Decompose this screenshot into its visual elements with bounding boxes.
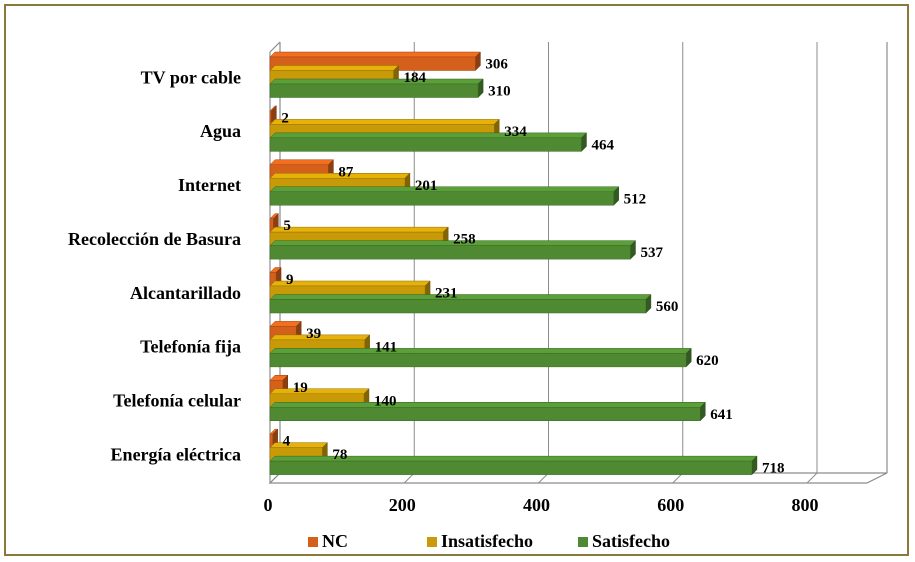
- bar-front-face: [269, 110, 272, 125]
- gridline-floor-800: [806, 472, 818, 484]
- bar-front-face: [269, 353, 687, 368]
- data-label-insatisfecho: 258: [453, 232, 476, 248]
- data-label-nc: 9: [286, 272, 294, 288]
- x-tick-label: 600: [657, 495, 684, 515]
- category-labels: TV por cable Agua Internet Recolección de B…: [68, 67, 241, 464]
- legend-item-satisfecho: Satisfecho: [578, 531, 670, 551]
- data-label-nc: 87: [338, 164, 354, 180]
- data-label-insatisfecho: 201: [415, 178, 438, 194]
- bar-top-face: [269, 159, 335, 165]
- data-label-nc: 5: [283, 218, 291, 234]
- category-label: Telefonía fija: [140, 337, 241, 357]
- legend-label: Satisfecho: [592, 531, 670, 551]
- legend-swatch: [427, 537, 437, 547]
- bars: [269, 51, 758, 476]
- x-tick-label: 800: [792, 495, 819, 515]
- bar-front-face: [269, 460, 753, 475]
- data-labels: 306 184 310 2 334 464 87 201 512 5 258 537 9 231 560 39…: [281, 57, 784, 477]
- bar-top-face: [269, 51, 482, 58]
- bar-front-face: [269, 407, 701, 421]
- bar-satisfecho-8: [269, 455, 758, 476]
- data-label-insatisfecho: 141: [375, 339, 398, 355]
- bar-satisfecho-1: [269, 78, 484, 99]
- legend-label: Insatisfecho: [441, 531, 533, 551]
- bar-top-face: [269, 388, 370, 394]
- bar-top-face: [269, 294, 652, 300]
- bar-satisfecho-6: [269, 347, 692, 368]
- bar-satisfecho-3: [269, 186, 620, 206]
- category-label: TV por cable: [141, 67, 241, 87]
- bar-top-face: [269, 226, 449, 233]
- category-label: Alcantarillado: [130, 283, 241, 303]
- data-label-satisfecho: 718: [762, 461, 785, 477]
- bar-satisfecho-2: [269, 132, 588, 152]
- bar-top-face: [269, 186, 620, 192]
- category-label: Telefonía celular: [113, 391, 241, 411]
- bar-top-face: [269, 65, 400, 71]
- data-label-nc: 19: [293, 380, 308, 396]
- x-tick-labels: 0 200 400 600 800: [264, 495, 819, 515]
- data-label-nc: 2: [281, 110, 289, 126]
- data-label-satisfecho: 464: [591, 137, 614, 153]
- data-label-insatisfecho: 78: [332, 447, 347, 463]
- bar-satisfecho-7: [269, 401, 706, 422]
- data-label-insatisfecho: 140: [374, 393, 397, 409]
- category-label: Recolección de Basura: [68, 229, 241, 249]
- bar-top-face: [269, 348, 692, 354]
- category-label: Agua: [200, 121, 241, 141]
- category-label: Internet: [178, 175, 241, 195]
- data-label-nc: 306: [485, 57, 508, 73]
- legend-item-insatisfecho: Insatisfecho: [427, 531, 533, 551]
- bar-top-face: [269, 321, 302, 327]
- bar-top-face: [269, 132, 588, 139]
- data-label-nc: 39: [306, 326, 321, 342]
- data-label-satisfecho: 560: [656, 299, 679, 315]
- category-label: Energía eléctrica: [111, 444, 241, 464]
- data-label-nc: 4: [283, 434, 291, 450]
- bar-top-face: [269, 119, 500, 125]
- wall-top-edge: [269, 41, 281, 53]
- data-label-insatisfecho: 231: [435, 286, 458, 302]
- x-tick-label: 400: [523, 495, 550, 515]
- legend-label: NC: [322, 531, 348, 551]
- bar-top-face: [269, 78, 484, 85]
- bar-top-face: [269, 280, 431, 287]
- bar-satisfecho-4: [269, 240, 637, 260]
- bar-front-face: [269, 191, 614, 206]
- data-label-satisfecho: 310: [488, 84, 511, 100]
- bar-front-face: [269, 299, 647, 314]
- data-label-satisfecho: 512: [624, 191, 647, 207]
- bar-top-face: [269, 442, 328, 448]
- x-tick-label: 200: [389, 495, 416, 515]
- data-label-insatisfecho: 184: [404, 70, 427, 86]
- data-label-satisfecho: 620: [696, 353, 719, 369]
- data-label-satisfecho: 537: [640, 245, 663, 261]
- data-label-insatisfecho: 334: [504, 124, 527, 140]
- bar-front-face: [269, 245, 631, 260]
- legend-item-nc: NC: [308, 531, 348, 551]
- bar-satisfecho-5: [269, 293, 652, 314]
- legend: NC Insatisfecho Satisfecho: [308, 531, 670, 551]
- legend-swatch: [308, 537, 318, 547]
- data-label-satisfecho: 641: [710, 407, 733, 423]
- bar-top-face: [269, 402, 706, 408]
- bar-front-face: [269, 83, 479, 98]
- x-tick-label: 0: [264, 495, 273, 515]
- bar-front-face: [269, 137, 582, 152]
- legend-swatch: [578, 537, 588, 547]
